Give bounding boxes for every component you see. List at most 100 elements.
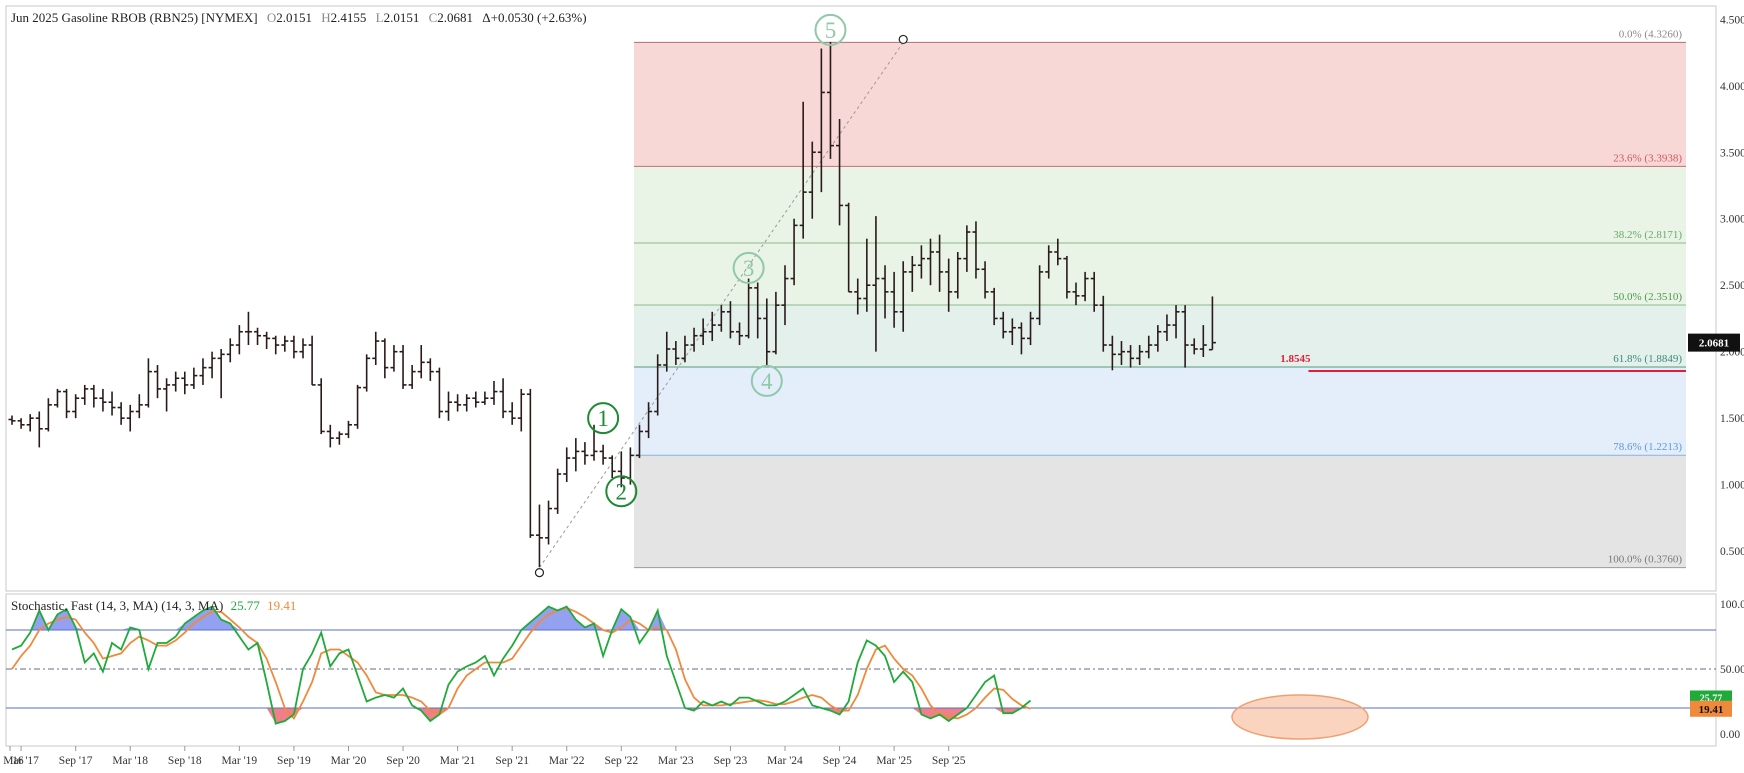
time-axis-tick: Mar '21 — [440, 755, 476, 767]
ohlc-bar — [981, 261, 989, 299]
ohlc-bar — [1190, 338, 1198, 355]
time-axis-tick: Sep '23 — [714, 755, 748, 767]
ohlc-bar — [235, 325, 243, 355]
ohlc-bar — [490, 380, 498, 405]
time-axis-tick: Mar '24 — [767, 755, 803, 767]
stochastic-extreme-fills — [30, 606, 1022, 724]
ohlc-bar — [445, 391, 453, 421]
ohlc-bar — [1063, 255, 1071, 299]
open-label: O — [267, 10, 276, 25]
ohlc-bar — [726, 301, 734, 339]
ohlc-bar — [608, 455, 616, 478]
ohlc-bar — [899, 261, 907, 332]
ohlc-bar — [1172, 305, 1180, 339]
ohlc-bar — [426, 358, 434, 381]
overbought-fill — [30, 610, 49, 630]
ohlc-bar — [372, 331, 380, 365]
ohlc-bar — [317, 378, 325, 435]
ohlc-bar — [554, 468, 562, 514]
highlight-ellipse — [1231, 694, 1369, 740]
ohlc-bar — [781, 265, 789, 326]
ohlc-bar — [617, 451, 625, 488]
fib-zone — [634, 305, 1686, 367]
low-value: 2.0151 — [384, 10, 420, 25]
elliott-wave-label: 3 — [743, 256, 755, 281]
ohlc-bar — [1145, 335, 1153, 359]
ohlc-bar — [1208, 296, 1216, 351]
oversold-fill — [412, 708, 449, 721]
elliott-wave-labels: 1 2 3 4 5 — [587, 13, 847, 508]
price-panel: 0.0% (4.3260) 23.6% (3.3938) 38.2% (2.8171… — [5, 5, 1744, 592]
close-value: 2.0681 — [437, 10, 473, 25]
fib-level-label: 78.6% (1.2213) — [1613, 441, 1682, 453]
ohlc-bar — [117, 402, 125, 425]
ohlc-bar — [1008, 318, 1016, 346]
ohlc-bar — [745, 278, 753, 339]
stochastic-axis-tick: 100.00 — [1720, 599, 1744, 611]
ohlc-bar — [90, 384, 98, 408]
stochastic-d-line — [11, 606, 1031, 720]
time-axis-tick: '16 — [10, 755, 24, 767]
ohlc-bar — [954, 251, 962, 299]
fib-zone — [634, 455, 1686, 568]
ohlc-bar — [581, 442, 589, 465]
elliott-wave-label: 2 — [616, 479, 628, 504]
ohlc-bar — [417, 345, 425, 379]
price-panel-frame — [5, 5, 1717, 592]
fib-level-label: 50.0% (2.3510) — [1613, 291, 1682, 303]
ohlc-bars — [8, 41, 1216, 568]
time-axis-tick: Mar '25 — [876, 755, 912, 767]
fib-lines — [634, 41, 1686, 569]
ohlc-bar — [690, 327, 698, 352]
high-label: H — [321, 10, 330, 25]
ohlc-bar — [763, 298, 771, 365]
time-axis-tick: Sep '21 — [495, 755, 529, 767]
elliott-wave-label: 1 — [597, 406, 609, 431]
ohlc-bar — [526, 388, 534, 538]
elliott-wave-circle — [814, 13, 847, 46]
ohlc-bar — [1036, 265, 1044, 326]
overbought-fill — [648, 610, 667, 630]
ohlc-bar — [890, 271, 898, 328]
stochastic-panel: 100.00 50.00 0.00 25.77 19.41 Stochastic, … — [5, 593, 1744, 747]
ohlc-bar — [281, 335, 289, 352]
elliott-wave-circle — [605, 475, 638, 508]
ohlc-bar — [72, 394, 80, 419]
fib-labels: 0.0% (4.3260) 23.6% (3.3938) 38.2% (2.8171… — [1608, 28, 1683, 565]
ohlc-bar — [808, 141, 816, 219]
low-label: L — [376, 10, 384, 25]
time-axis-tick: Mar '19 — [222, 755, 258, 767]
time-axis-tick: Mar '23 — [658, 755, 694, 767]
stochastic-k-line — [11, 605, 1032, 725]
ohlc-bar — [572, 438, 580, 472]
ohlc-bar — [135, 394, 143, 419]
ohlc-bar — [972, 221, 980, 279]
ohlc-bar — [881, 265, 889, 319]
ohlc-bar — [53, 388, 61, 408]
stochastic-axis: 100.00 50.00 0.00 — [1720, 599, 1744, 741]
ohlc-bar — [181, 371, 189, 395]
ohlc-bar — [1045, 245, 1053, 279]
ohlc-bar — [926, 238, 934, 286]
ohlc-bar — [35, 411, 43, 448]
stochastic-value-tags: 25.77 19.41 — [1690, 690, 1732, 717]
ohlc-bar — [81, 384, 89, 405]
ohlc-bar — [172, 371, 180, 392]
price-axis-tick: 4.5000 — [1720, 14, 1744, 26]
ohlc-bar — [1099, 295, 1107, 352]
stochastic-title: Stochastic, Fast (14, 3, MA) (14, 3, MA) — [11, 598, 223, 613]
fib-level-label: 23.6% (3.3938) — [1613, 152, 1682, 164]
ohlc-bar — [354, 384, 362, 429]
ohlc-bar — [736, 322, 744, 346]
ohlc-bar — [799, 101, 807, 239]
ohlc-bar — [772, 291, 780, 355]
ohlc-bar — [17, 418, 25, 429]
ohlc-bar — [999, 311, 1007, 339]
time-axis-tick: Sep '20 — [386, 755, 420, 767]
ohlc-bar — [663, 331, 671, 372]
price-axis-tick: 3.5000 — [1720, 147, 1744, 159]
fib-level-label: 0.0% (4.3260) — [1619, 28, 1683, 40]
ohlc-bar — [390, 345, 398, 372]
